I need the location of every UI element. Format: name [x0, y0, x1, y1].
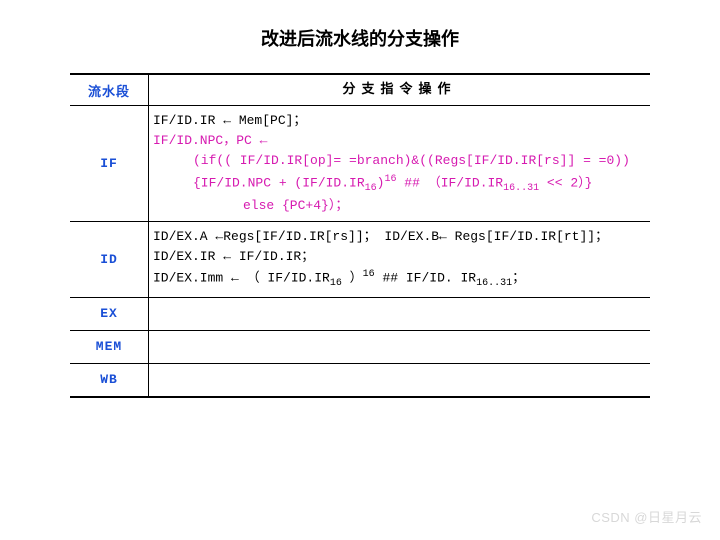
- stage-if-label: IF: [70, 106, 149, 222]
- if-line4-sup: 16: [384, 174, 396, 185]
- stage-id-label: ID: [70, 222, 149, 298]
- if-line4a: {IF/ID.NPC + (IF/ID.IR: [193, 175, 365, 190]
- col-header-stage: 流水段: [70, 74, 149, 106]
- row-ex: EX: [70, 297, 650, 330]
- watermark-text: CSDN @日星月云: [591, 507, 702, 526]
- row-if: IF IF/ID.IR ← Mem[PC]； IF/ID.NPC，PC ← (i…: [70, 106, 650, 222]
- row-mem: MEM: [70, 330, 650, 363]
- stage-wb-label: WB: [70, 363, 149, 397]
- stage-ex-label: EX: [70, 297, 149, 330]
- pipeline-table: 流水段 分支指令操作 IF IF/ID.IR ← Mem[PC]； IF/ID.…: [70, 73, 650, 398]
- id-line3b: ）: [342, 271, 363, 286]
- if-line1: IF/ID.IR ← Mem[PC]；: [153, 113, 306, 128]
- id-line3a: ID/EX.Imm ← （ IF/ID.IR: [153, 271, 330, 286]
- id-line3c: ## IF/ID. IR: [375, 271, 476, 286]
- id-line3-sub1: 16: [330, 278, 342, 289]
- ops-wb: [149, 363, 651, 397]
- page-title: 改进后流水线的分支操作: [70, 25, 650, 51]
- id-line1: ID/EX.A ←Regs[IF/ID.IR[rs]]； ID/EX.B← Re…: [153, 229, 608, 244]
- if-line3: (if(( IF/ID.IR[op]= =branch)&((Regs[IF/I…: [193, 153, 630, 168]
- row-id: ID ID/EX.A ←Regs[IF/ID.IR[rs]]； ID/EX.B←…: [70, 222, 650, 298]
- stage-mem-label: MEM: [70, 330, 149, 363]
- id-line2: ID/EX.IR ← IF/ID.IR；: [153, 249, 314, 264]
- id-line3-sub2: 16..31: [476, 278, 512, 289]
- if-line4d: << 2）}: [539, 175, 592, 190]
- row-wb: WB: [70, 363, 650, 397]
- if-line2: IF/ID.NPC，PC ←: [153, 133, 267, 148]
- table-header-row: 流水段 分支指令操作: [70, 74, 650, 106]
- id-line3d: ；: [512, 271, 525, 286]
- if-line4c: ## （IF/ID.IR: [396, 175, 503, 190]
- ops-if: IF/ID.IR ← Mem[PC]； IF/ID.NPC，PC ← (if((…: [149, 106, 651, 222]
- col-header-ops: 分支指令操作: [149, 74, 651, 106]
- ops-id: ID/EX.A ←Regs[IF/ID.IR[rs]]； ID/EX.B← Re…: [149, 222, 651, 298]
- if-line4-sub2: 16..31: [503, 182, 539, 193]
- if-line4-sub1: 16: [365, 182, 377, 193]
- ops-mem: [149, 330, 651, 363]
- id-line3-sup: 16: [363, 269, 375, 280]
- if-line5: else {PC+4}）；: [243, 198, 348, 213]
- ops-ex: [149, 297, 651, 330]
